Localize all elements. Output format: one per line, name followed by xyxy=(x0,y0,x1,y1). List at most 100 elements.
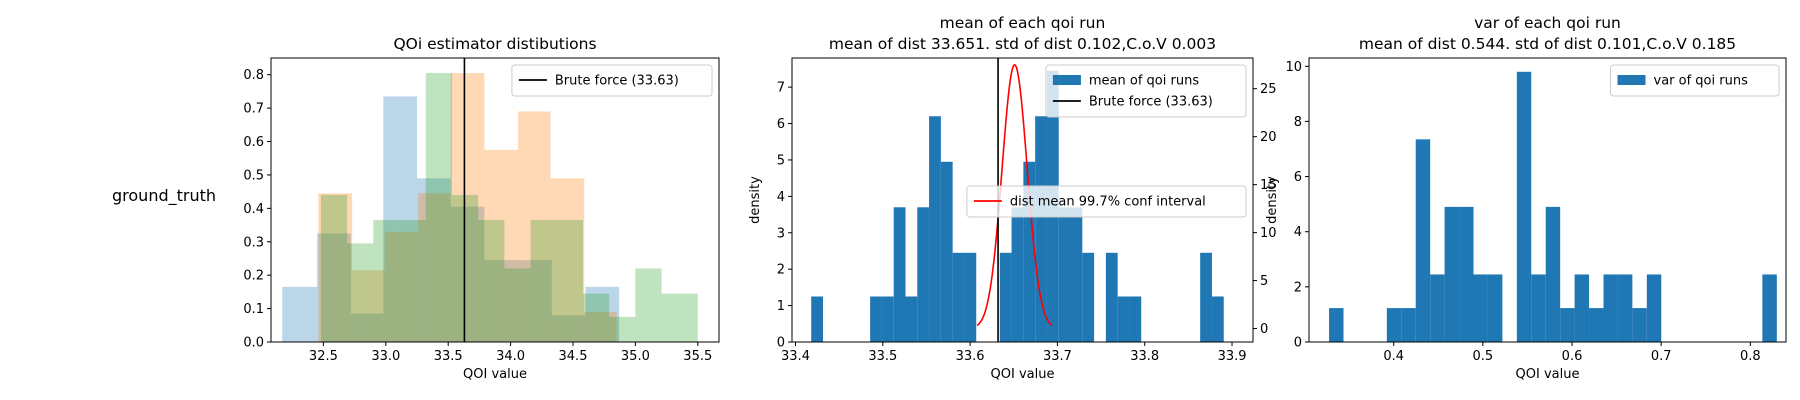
bar xyxy=(1589,308,1604,342)
bar xyxy=(635,268,662,342)
legend-box xyxy=(1610,64,1780,97)
bar xyxy=(940,161,953,342)
y2-tick-label: 15 xyxy=(1260,178,1277,193)
x-tick-label: 0.6 xyxy=(1562,349,1583,364)
y-tick-label: 0.1 xyxy=(243,302,264,317)
y-tick-label: 0 xyxy=(1294,336,1302,351)
bar xyxy=(1401,308,1416,342)
bar xyxy=(1762,274,1777,342)
bar xyxy=(1487,274,1503,342)
axes-frame xyxy=(270,57,720,343)
bar xyxy=(1035,116,1047,342)
bar xyxy=(556,220,583,342)
bar xyxy=(952,252,965,342)
chart-title: mean of each qoi run xyxy=(940,14,1106,32)
bar xyxy=(1632,308,1647,342)
legend: mean of qoi runs Brute force (33.63) xyxy=(1045,64,1247,118)
bar xyxy=(893,207,906,342)
bar xyxy=(1023,161,1036,342)
bar xyxy=(585,286,620,342)
bar xyxy=(352,270,385,342)
bar xyxy=(1444,206,1460,342)
bar xyxy=(1560,308,1575,342)
x-tick-label: 35.5 xyxy=(683,349,712,364)
legend-label: dist mean 99.7% conf interval xyxy=(1010,195,1206,210)
x-axis-label: QOI value xyxy=(463,367,527,382)
axes-frame xyxy=(791,57,1254,343)
bar xyxy=(661,293,698,342)
legend-box xyxy=(511,64,713,97)
bar xyxy=(1617,274,1633,342)
y2-tick-label: 25 xyxy=(1260,82,1277,97)
x-tick-label: 0.4 xyxy=(1383,349,1404,364)
x-tick-label: 33.9 xyxy=(1218,349,1247,364)
y-tick-label: 0.6 xyxy=(243,135,264,150)
x-tick-label: 33.5 xyxy=(434,349,463,364)
bar xyxy=(530,220,557,342)
bar xyxy=(964,252,977,342)
chart-subtitle: mean of dist 0.544. std of dist 0.101,C.… xyxy=(1359,35,1736,53)
x-tick-label: 33.6 xyxy=(956,349,985,364)
conf-interval-curve xyxy=(976,63,1053,327)
x-tick-label: 33.7 xyxy=(1043,349,1072,364)
chart-title: var of each qoi run xyxy=(1474,14,1621,32)
legend-box xyxy=(1045,64,1247,118)
y-tick-label: 5 xyxy=(777,153,785,168)
row-label: ground_truth xyxy=(112,186,217,205)
bar xyxy=(450,206,485,342)
y2-tick-label: 20 xyxy=(1260,130,1277,145)
axes-frame xyxy=(1308,57,1787,343)
bar xyxy=(1329,308,1344,342)
bar xyxy=(905,296,918,342)
bar xyxy=(484,260,519,342)
bar xyxy=(417,178,451,342)
y-tick-label: 3 xyxy=(777,226,785,241)
bar xyxy=(350,313,384,342)
bar xyxy=(609,316,636,342)
bar xyxy=(881,296,894,342)
bar xyxy=(917,207,930,342)
bar xyxy=(1430,274,1445,342)
x-axis-label: QOI value xyxy=(1516,367,1580,382)
x-tick-label: 33.5 xyxy=(868,349,897,364)
bar xyxy=(1459,206,1474,342)
y2-tick-label: 0 xyxy=(1260,322,1268,337)
bar xyxy=(504,268,531,342)
bar xyxy=(320,194,348,342)
chart-3: 0.4 0.5 0.6 0.7 0.8 0 2 4 6 8 10 var of each qoi ru… xyxy=(1265,14,1787,382)
chart-2: 33.4 33.5 33.6 33.7 33.8 33.9 0 1 2 3 4 5 6 7 0 5 10 15 20… xyxy=(748,14,1277,382)
bar xyxy=(384,231,419,342)
y-tick-label: 0.0 xyxy=(243,336,264,351)
bar xyxy=(1058,207,1071,342)
bar xyxy=(551,315,586,342)
bar xyxy=(418,193,451,342)
legend: var of qoi runs xyxy=(1610,64,1780,97)
bar xyxy=(347,243,374,342)
bar xyxy=(1129,296,1142,342)
bar xyxy=(929,116,941,342)
legend: Brute force (33.63) xyxy=(511,64,713,97)
bar xyxy=(317,233,351,342)
y-tick-label: 2 xyxy=(777,263,785,278)
bar xyxy=(1117,296,1130,342)
y-tick-label: 0.3 xyxy=(243,235,264,250)
bar xyxy=(582,293,610,342)
legend-swatch xyxy=(1052,75,1081,85)
y-tick-label: 8 xyxy=(1294,115,1302,130)
bar xyxy=(399,220,426,342)
chart-1: 32.5 33.0 33.5 34.0 34.5 35.0 35.5 0.0 0.1 0.2 0.3… xyxy=(243,35,720,382)
x-tick-label: 34.5 xyxy=(559,349,588,364)
y-tick-label: 6 xyxy=(1294,170,1302,185)
x-tick-label: 35.0 xyxy=(621,349,650,364)
bar xyxy=(1574,274,1590,342)
y-tick-label: 0 xyxy=(777,336,785,351)
bar xyxy=(1415,139,1431,342)
bar xyxy=(1531,274,1546,342)
bar xyxy=(1386,308,1402,342)
y2-tick-label: 5 xyxy=(1260,274,1268,289)
bar xyxy=(373,220,400,342)
x-tick-label: 0.7 xyxy=(1651,349,1672,364)
x-axis-label: QOI value xyxy=(991,367,1055,382)
y-tick-label: 10 xyxy=(1285,60,1302,75)
